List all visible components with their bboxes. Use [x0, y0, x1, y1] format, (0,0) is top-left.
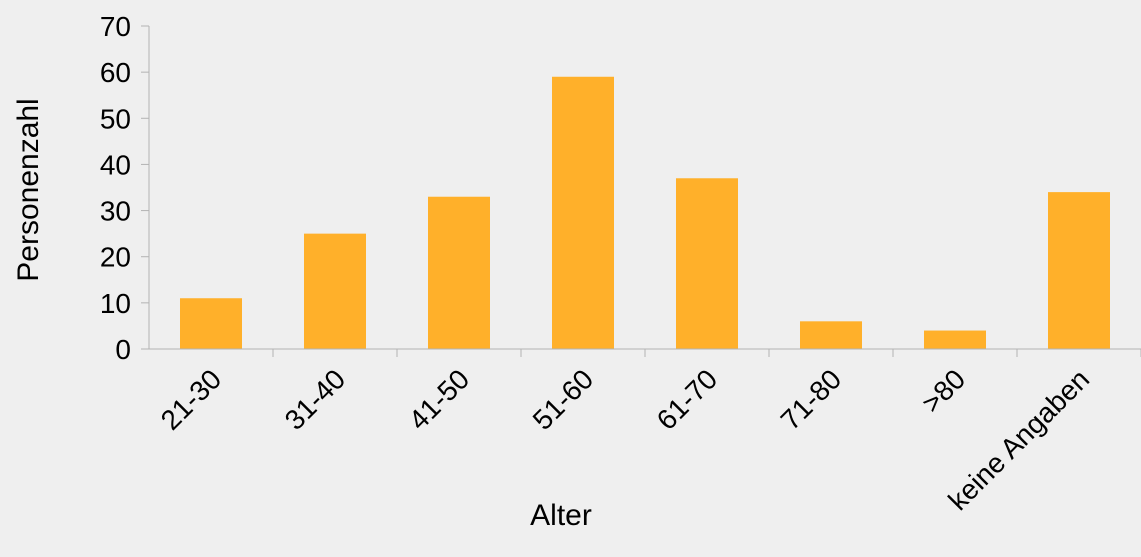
y-tick-label: 50 — [100, 103, 131, 134]
y-tick-label: 20 — [100, 242, 131, 273]
bar — [180, 298, 242, 349]
bar — [800, 321, 862, 349]
y-tick-label: 10 — [100, 288, 131, 319]
y-axis-tick-labels: 0 10 20 30 40 50 60 70 — [100, 11, 131, 365]
bar — [924, 330, 986, 349]
y-tick-label: 0 — [115, 334, 131, 365]
bars — [180, 76, 1110, 349]
bar — [1048, 192, 1110, 349]
y-tick-label: 30 — [100, 196, 131, 227]
bar — [428, 196, 490, 349]
y-tick-label: 70 — [100, 11, 131, 42]
bar — [304, 233, 366, 349]
bar — [552, 76, 614, 349]
bar — [676, 178, 738, 349]
x-axis-ticks — [272, 349, 1141, 357]
y-tick-label: 40 — [100, 149, 131, 180]
x-axis-title: Alter — [530, 499, 592, 532]
y-axis-ticks — [141, 25, 149, 350]
y-tick-label: 60 — [100, 57, 131, 88]
y-axis-title: Personenzahl — [12, 98, 45, 281]
